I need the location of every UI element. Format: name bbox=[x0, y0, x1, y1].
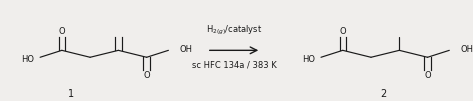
FancyArrowPatch shape bbox=[210, 47, 257, 54]
Text: O: O bbox=[340, 27, 346, 36]
Text: OH: OH bbox=[461, 45, 473, 54]
Text: HO: HO bbox=[302, 55, 315, 64]
Text: H$_{2(g)}$/catalyst: H$_{2(g)}$/catalyst bbox=[206, 24, 262, 37]
Text: O: O bbox=[424, 71, 431, 80]
Text: sc HFC 134a / 383 K: sc HFC 134a / 383 K bbox=[192, 61, 276, 70]
Text: O: O bbox=[143, 71, 150, 80]
Text: O: O bbox=[59, 27, 65, 36]
Text: 1: 1 bbox=[68, 89, 74, 99]
Text: OH: OH bbox=[180, 45, 193, 54]
Text: 2: 2 bbox=[380, 89, 386, 99]
Text: HO: HO bbox=[21, 55, 34, 64]
